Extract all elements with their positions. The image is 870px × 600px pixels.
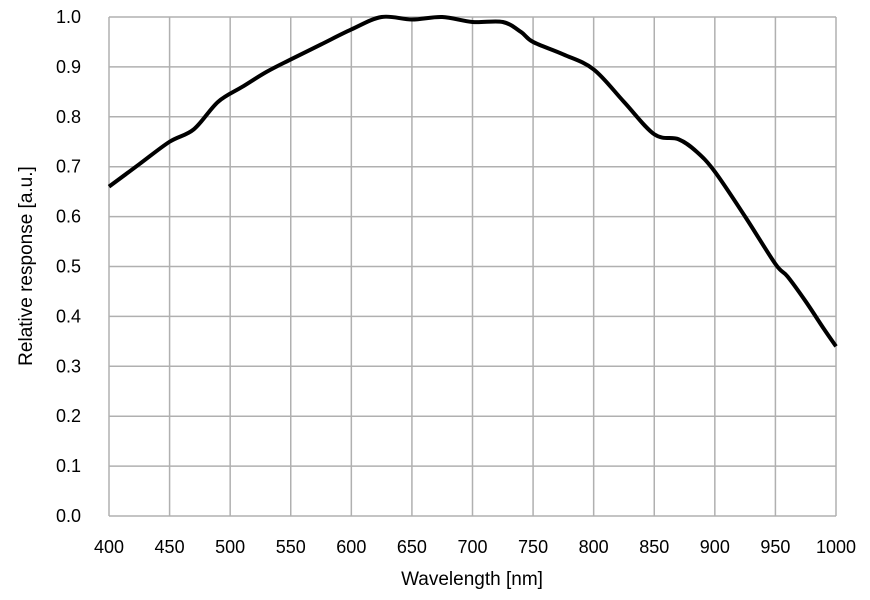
y-axis-label: Relative response [a.u.]: [16, 166, 37, 366]
y-tick-label: 0.0: [56, 506, 81, 526]
x-tick-label: 450: [155, 537, 185, 557]
x-tick-label: 600: [336, 537, 366, 557]
y-tick-label: 1.0: [56, 7, 81, 27]
x-tick-label: 800: [579, 537, 609, 557]
y-tick-labels: 0.0 0.1 0.2 0.3 0.4 0.5 0.6 0.7 0.8 0.9 1.0: [56, 7, 81, 526]
grid: [108, 16, 837, 517]
x-axis-label: Wavelength [nm]: [401, 569, 543, 590]
y-tick-label: 0.2: [56, 406, 81, 426]
y-tick-label: 0.9: [56, 57, 81, 77]
y-tick-label: 0.6: [56, 207, 81, 227]
y-tick-label: 0.3: [56, 356, 81, 376]
x-tick-label: 950: [760, 537, 790, 557]
y-tick-label: 0.5: [56, 257, 81, 277]
x-tick-label: 500: [215, 537, 245, 557]
x-tick-label: 700: [457, 537, 487, 557]
x-tick-label: 1000: [816, 537, 856, 557]
y-tick-label: 0.1: [56, 456, 81, 476]
y-tick-label: 0.8: [56, 107, 81, 127]
y-tick-label: 0.4: [56, 306, 81, 326]
x-tick-label: 850: [639, 537, 669, 557]
y-tick-label: 0.7: [56, 157, 81, 177]
response-curve: [107, 14, 838, 348]
x-tick-label: 550: [276, 537, 306, 557]
x-tick-label: 400: [94, 537, 124, 557]
x-tick-label: 900: [700, 537, 730, 557]
x-tick-labels: 400 450 500 550 600 650 700 750 800 850 900 950 1000: [94, 537, 856, 557]
x-tick-label: 650: [397, 537, 427, 557]
x-tick-label: 750: [518, 537, 548, 557]
series-lines: [107, 14, 838, 348]
